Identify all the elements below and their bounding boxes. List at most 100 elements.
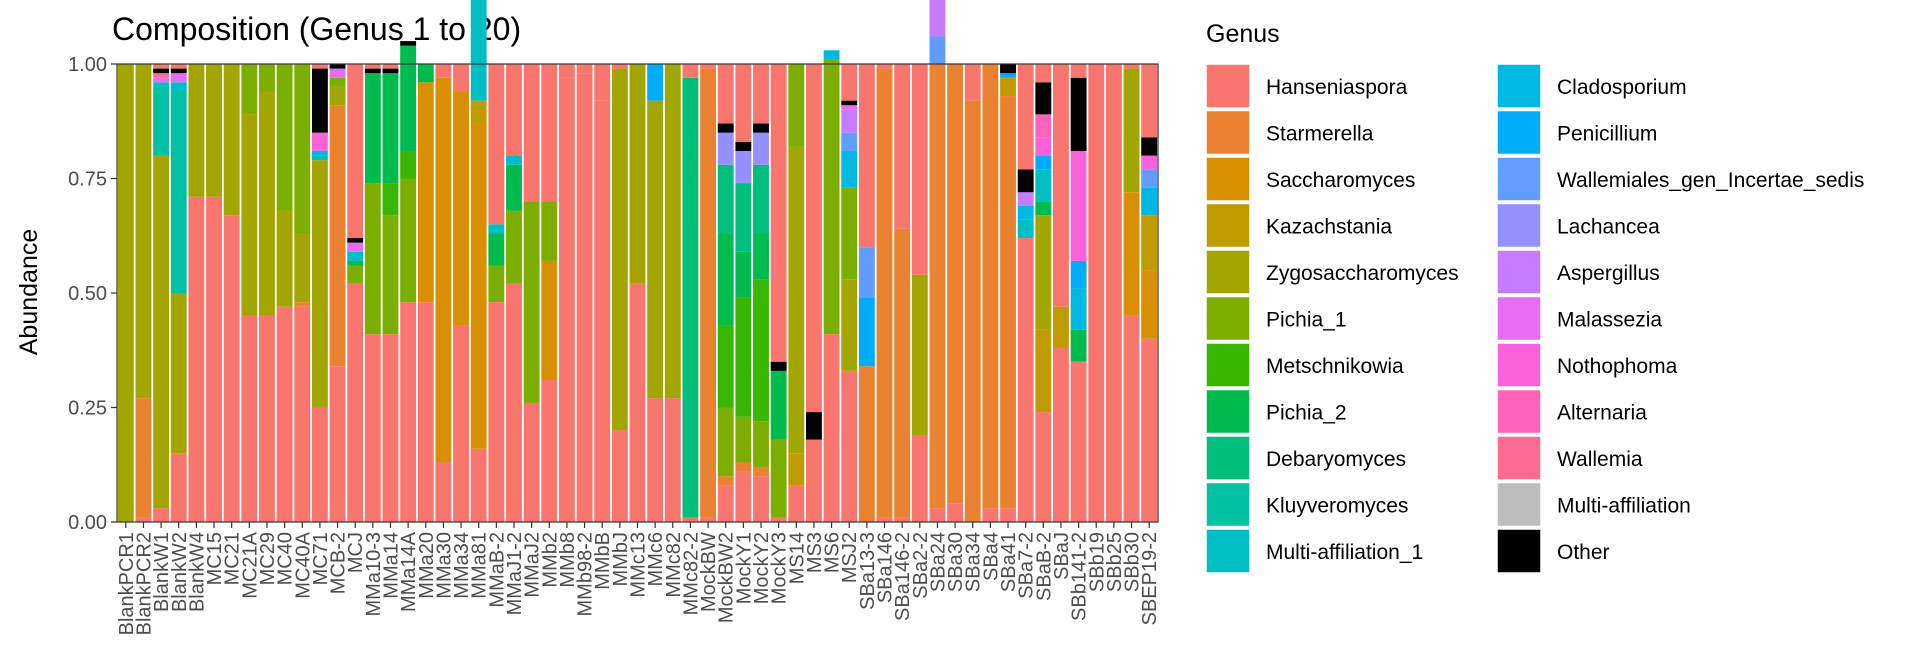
bar-segment	[153, 82, 170, 87]
x-tick-label: MSJ2	[839, 532, 861, 583]
bar-stack	[647, 64, 664, 522]
bar-segment	[841, 132, 858, 152]
bar-segment	[241, 315, 258, 522]
bar-stack	[753, 64, 769, 522]
bar-stack	[470, 0, 487, 522]
x-tick-label: SBa146-2	[892, 532, 914, 621]
legend-item: Pichia_2	[1205, 388, 1347, 435]
x-tick-label: MMaJ2	[522, 532, 544, 598]
x-tick-label: MMa81	[469, 532, 491, 599]
bar-segment	[1123, 64, 1140, 69]
bar-segment	[1035, 155, 1052, 170]
bar-segment	[1017, 192, 1034, 206]
x-tick-label: MockY3	[769, 532, 791, 604]
bar-segment	[735, 183, 752, 252]
bar-segment	[153, 64, 170, 69]
bar-stack	[1000, 64, 1016, 522]
bar-segment	[770, 370, 787, 440]
legend-label: Multi-affiliation	[1557, 495, 1691, 518]
bar-segment	[753, 233, 769, 280]
bar-segment	[294, 306, 311, 522]
legend-label: Saccharomyces	[1266, 169, 1415, 192]
legend-swatch	[1205, 156, 1251, 202]
bar-segment	[417, 302, 434, 522]
bar-segment	[506, 64, 522, 156]
bar-stack	[858, 64, 875, 522]
bar-segment	[1123, 68, 1140, 193]
bar-stack	[276, 64, 293, 522]
bar-segment	[488, 302, 505, 522]
bar-segment	[382, 73, 399, 184]
bar-stack	[841, 64, 858, 522]
bar-segment	[700, 64, 717, 69]
bar-segment	[382, 334, 399, 522]
bar-stack	[700, 64, 717, 522]
bar-segment	[523, 402, 540, 522]
legend-label: Wallemia	[1557, 448, 1643, 471]
bar-segment	[806, 412, 822, 440]
x-tick-label: MMbB	[592, 532, 614, 590]
bar-segment	[311, 64, 328, 69]
x-tick-label: MMc82	[663, 532, 685, 598]
bar-segment	[982, 508, 999, 522]
legend-label: Hanseniaspora	[1266, 76, 1408, 99]
bar-segment	[1088, 64, 1105, 522]
bar-segment	[735, 462, 752, 472]
bar-stack	[717, 64, 734, 522]
bar-stack	[488, 64, 505, 522]
x-tick-label: MMa14A	[398, 531, 420, 612]
bar-segment	[470, 100, 487, 124]
bar-segment	[1070, 329, 1087, 362]
bar-segment	[1141, 155, 1158, 170]
bar-segment	[841, 279, 858, 371]
legend-item: Kazachstania	[1205, 202, 1392, 249]
bar-segment	[400, 45, 417, 152]
bar-segment	[1141, 187, 1158, 216]
bar-segment	[594, 100, 611, 522]
x-tick-label: MMa30	[433, 532, 455, 599]
bar-stack	[576, 64, 593, 522]
bar-segment	[1070, 288, 1087, 330]
bar-segment	[347, 260, 364, 266]
bar-segment	[1053, 347, 1069, 522]
bar-segment	[1070, 64, 1087, 78]
legend-label: Lachancea	[1557, 216, 1660, 239]
bar-segment	[700, 517, 717, 522]
x-tick-label: MockBW2	[716, 532, 738, 623]
bar-segment	[664, 64, 681, 399]
bar-segment	[947, 64, 964, 504]
x-tick-label: MMaJ1-2	[504, 532, 526, 615]
bar-segment	[1035, 412, 1052, 522]
legend-swatch	[1496, 109, 1542, 156]
bar-segment	[153, 77, 170, 83]
bar-segment	[735, 151, 752, 184]
bar-segment	[876, 517, 893, 522]
legend-label: Nothophoma	[1557, 355, 1678, 378]
bar-stack	[1088, 64, 1105, 522]
bar-segment	[1000, 96, 1016, 509]
bar-segment	[770, 361, 787, 371]
legend-swatch	[1205, 202, 1251, 249]
bar-segment	[735, 141, 752, 152]
bar-segment	[541, 201, 558, 261]
bar-segment	[435, 462, 452, 522]
bar-segment	[1017, 219, 1034, 239]
bar-segment	[329, 77, 346, 87]
bar-segment	[206, 64, 222, 197]
bar-segment	[541, 260, 558, 381]
bar-segment	[417, 64, 434, 83]
bar-segment	[506, 155, 522, 165]
bar-segment	[735, 471, 752, 522]
x-tick-label: MMaB-2	[486, 532, 508, 608]
bar-segment	[858, 297, 875, 367]
bar-segment	[188, 196, 205, 522]
x-tick-label: MS3	[804, 532, 826, 573]
bar-segment	[664, 398, 681, 522]
bar-segment	[1141, 338, 1158, 522]
x-tick-label: SBaJ	[1051, 532, 1073, 580]
bar-stack	[1105, 64, 1122, 522]
legend-label: Starmerella	[1266, 123, 1374, 146]
bar-stack	[153, 64, 170, 522]
bar-segment	[506, 210, 522, 284]
bar-segment	[382, 183, 399, 216]
